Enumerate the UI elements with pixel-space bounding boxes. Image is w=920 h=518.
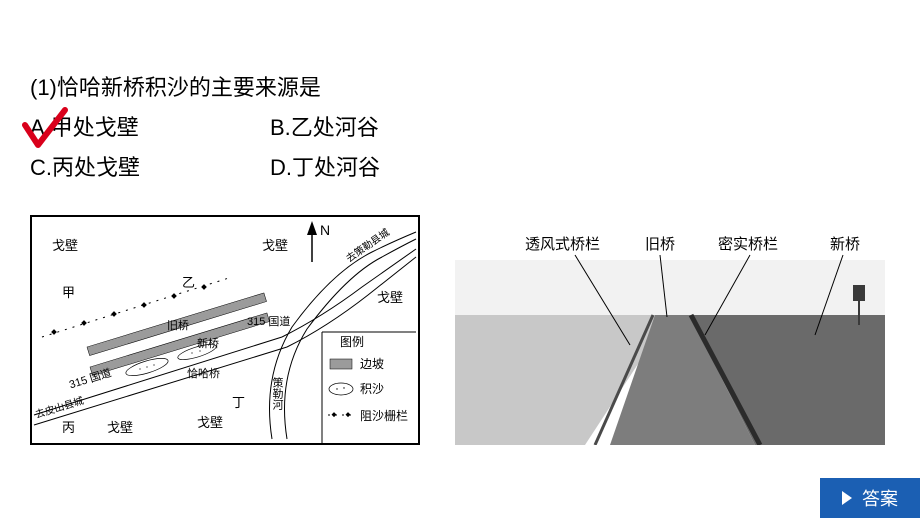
map-label-ding: 丁 [232,392,245,411]
map-legend-slope: 边坡 [360,355,384,372]
map-label-gobi-sw: 戈壁 [107,417,133,436]
map-label-new-bridge: 新桥 [197,335,219,351]
map-label-road: 315 国道 [247,313,290,329]
svg-text:N: N [320,222,330,238]
answer-button-label: 答案 [862,485,898,511]
photo-label-new: 新桥 [830,233,860,254]
map-label-qiahaqiao: 恰哈桥 [187,365,220,381]
question-stem: (1)恰哈新桥积沙的主要来源是 [30,70,321,102]
map-label-river: 策勒河 [269,377,285,410]
map-legend-title: 图例 [340,333,364,350]
option-d[interactable]: D.丁处河谷 [270,150,510,182]
play-triangle-icon [842,491,852,505]
map-label-jia: 甲 [62,282,75,301]
photo-label-perm-rail: 透风式桥栏 [525,233,600,254]
map-label-gobi-ne: 戈壁 [262,235,288,254]
map-label-bing: 丙 [62,417,75,436]
map-label-yi: 乙 [182,272,195,291]
north-arrow-icon: N [307,221,330,262]
map-label-gobi-s: 戈壁 [197,412,223,431]
map-label-gobi-e: 戈壁 [377,287,403,306]
correct-check-icon [20,105,70,155]
option-b[interactable]: B.乙处河谷 [270,110,510,142]
answer-button[interactable]: 答案 [820,478,920,518]
options-block: A.甲处戈壁 B.乙处河谷 C.丙处戈壁 D.丁处河谷 [30,110,510,190]
map-diagram: N [30,215,420,445]
map-label-old-bridge: 旧桥 [167,317,189,333]
photo-panel: 透风式桥栏 旧桥 密实桥栏 新桥 [455,215,885,445]
map-label-gobi-nw: 戈壁 [52,235,78,254]
map-legend-fence: 阻沙栅栏 [360,407,408,424]
photo-label-old: 旧桥 [645,233,675,254]
map-legend-sand: 积沙 [360,380,384,397]
photo-label-solid-rail: 密实桥栏 [718,233,778,254]
